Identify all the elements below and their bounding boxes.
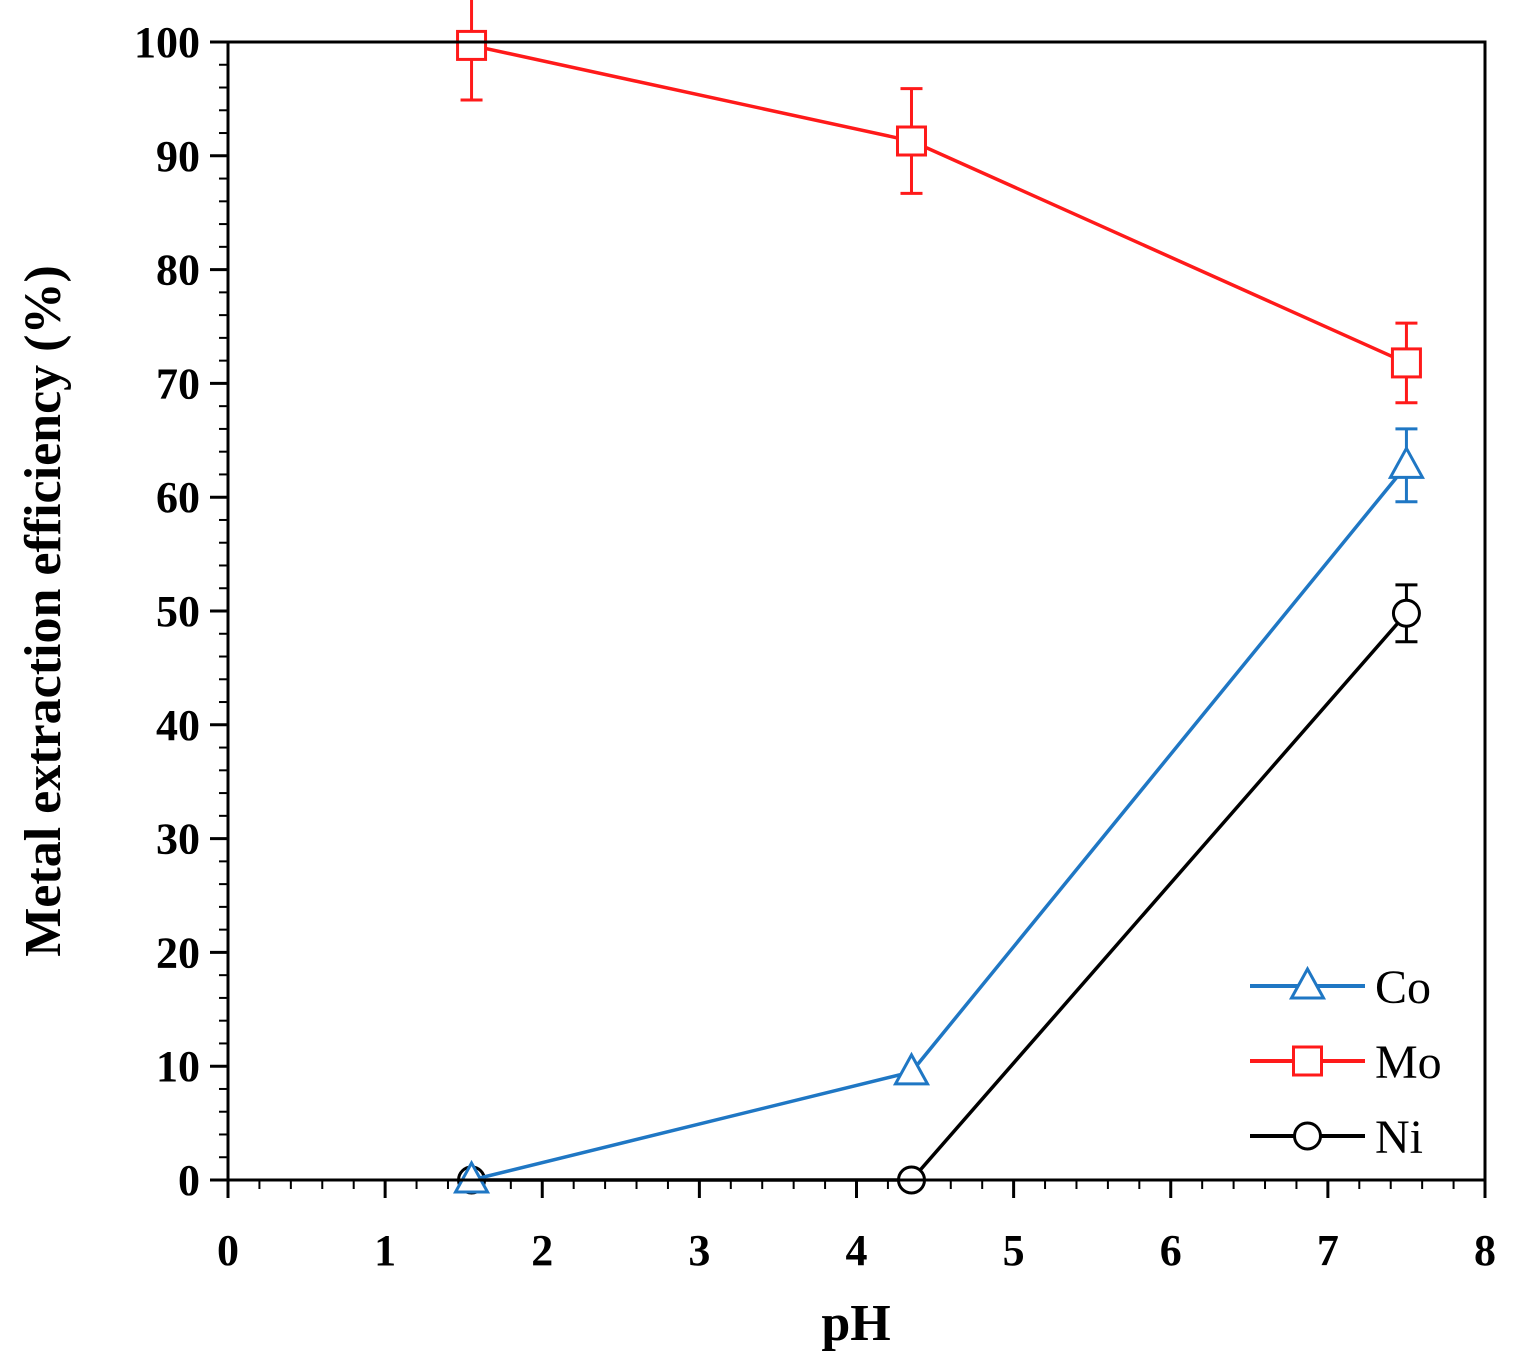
minor-ticks [219,63,1455,1189]
x-axis-title: pH [821,1295,890,1352]
y-axis-title: Metal extraction efficiency (%) [15,265,72,957]
x-tick-label: 6 [1160,1226,1182,1275]
data-point-mo [895,125,927,157]
data-point-co [892,1051,931,1086]
data-point-ni [1391,598,1421,628]
legend-marker-ni [1293,1121,1322,1151]
series-layer [453,0,1425,1195]
legend-label-co: Co [1375,961,1431,1014]
legend-item-mo: Mo [1250,1036,1442,1089]
legend-marker-co [1288,965,1327,1000]
y-tick-label: 70 [156,359,200,408]
legend-item-ni: Ni [1250,1111,1423,1164]
series-mo [456,0,1422,405]
plot-frame [226,40,1487,1182]
y-tick-label: 40 [156,701,200,750]
x-tick-label: 5 [1003,1226,1025,1275]
y-tick-label: 80 [156,246,200,295]
x-tick-label: 7 [1317,1226,1339,1275]
series-line-ni [471,612,1408,1182]
x-tick-label: 2 [531,1226,553,1275]
data-point-co [1387,445,1425,479]
y-tick-label: 0 [178,1156,200,1205]
y-tick-label: 100 [134,18,200,67]
legend-marker-mo [1292,1045,1323,1077]
series-ni [457,583,1421,1195]
y-tick-label: 20 [156,928,200,977]
x-tick-label: 4 [846,1226,868,1275]
series-line-mo [471,43,1408,365]
y-tick-label: 90 [156,132,200,181]
x-tick-label: 8 [1474,1226,1496,1275]
legend: Co Mo Ni [1250,961,1442,1164]
legend-item-co: Co [1250,961,1431,1014]
y-tick-labels: 0 10 20 30 40 50 60 70 80 90 100 [134,18,200,1205]
series-co [453,427,1425,1194]
y-tick-label: 10 [156,1042,200,1091]
y-tick-label: 60 [156,473,200,522]
y-tick-label: 50 [156,587,200,636]
data-point-co [453,1159,491,1194]
x-tick-label: 1 [374,1226,396,1275]
x-tick-label: 3 [688,1226,710,1275]
legend-label-ni: Ni [1375,1111,1423,1164]
x-tick-label: 0 [217,1226,239,1275]
x-tick-labels: 0 1 2 3 4 5 6 7 8 [217,1226,1496,1275]
series-line-co [471,464,1408,1182]
major-ticks [210,40,1487,1198]
y-tick-label: 30 [156,815,200,864]
data-point-mo [1390,347,1422,379]
data-point-mo [456,29,488,61]
legend-label-mo: Mo [1375,1036,1442,1089]
